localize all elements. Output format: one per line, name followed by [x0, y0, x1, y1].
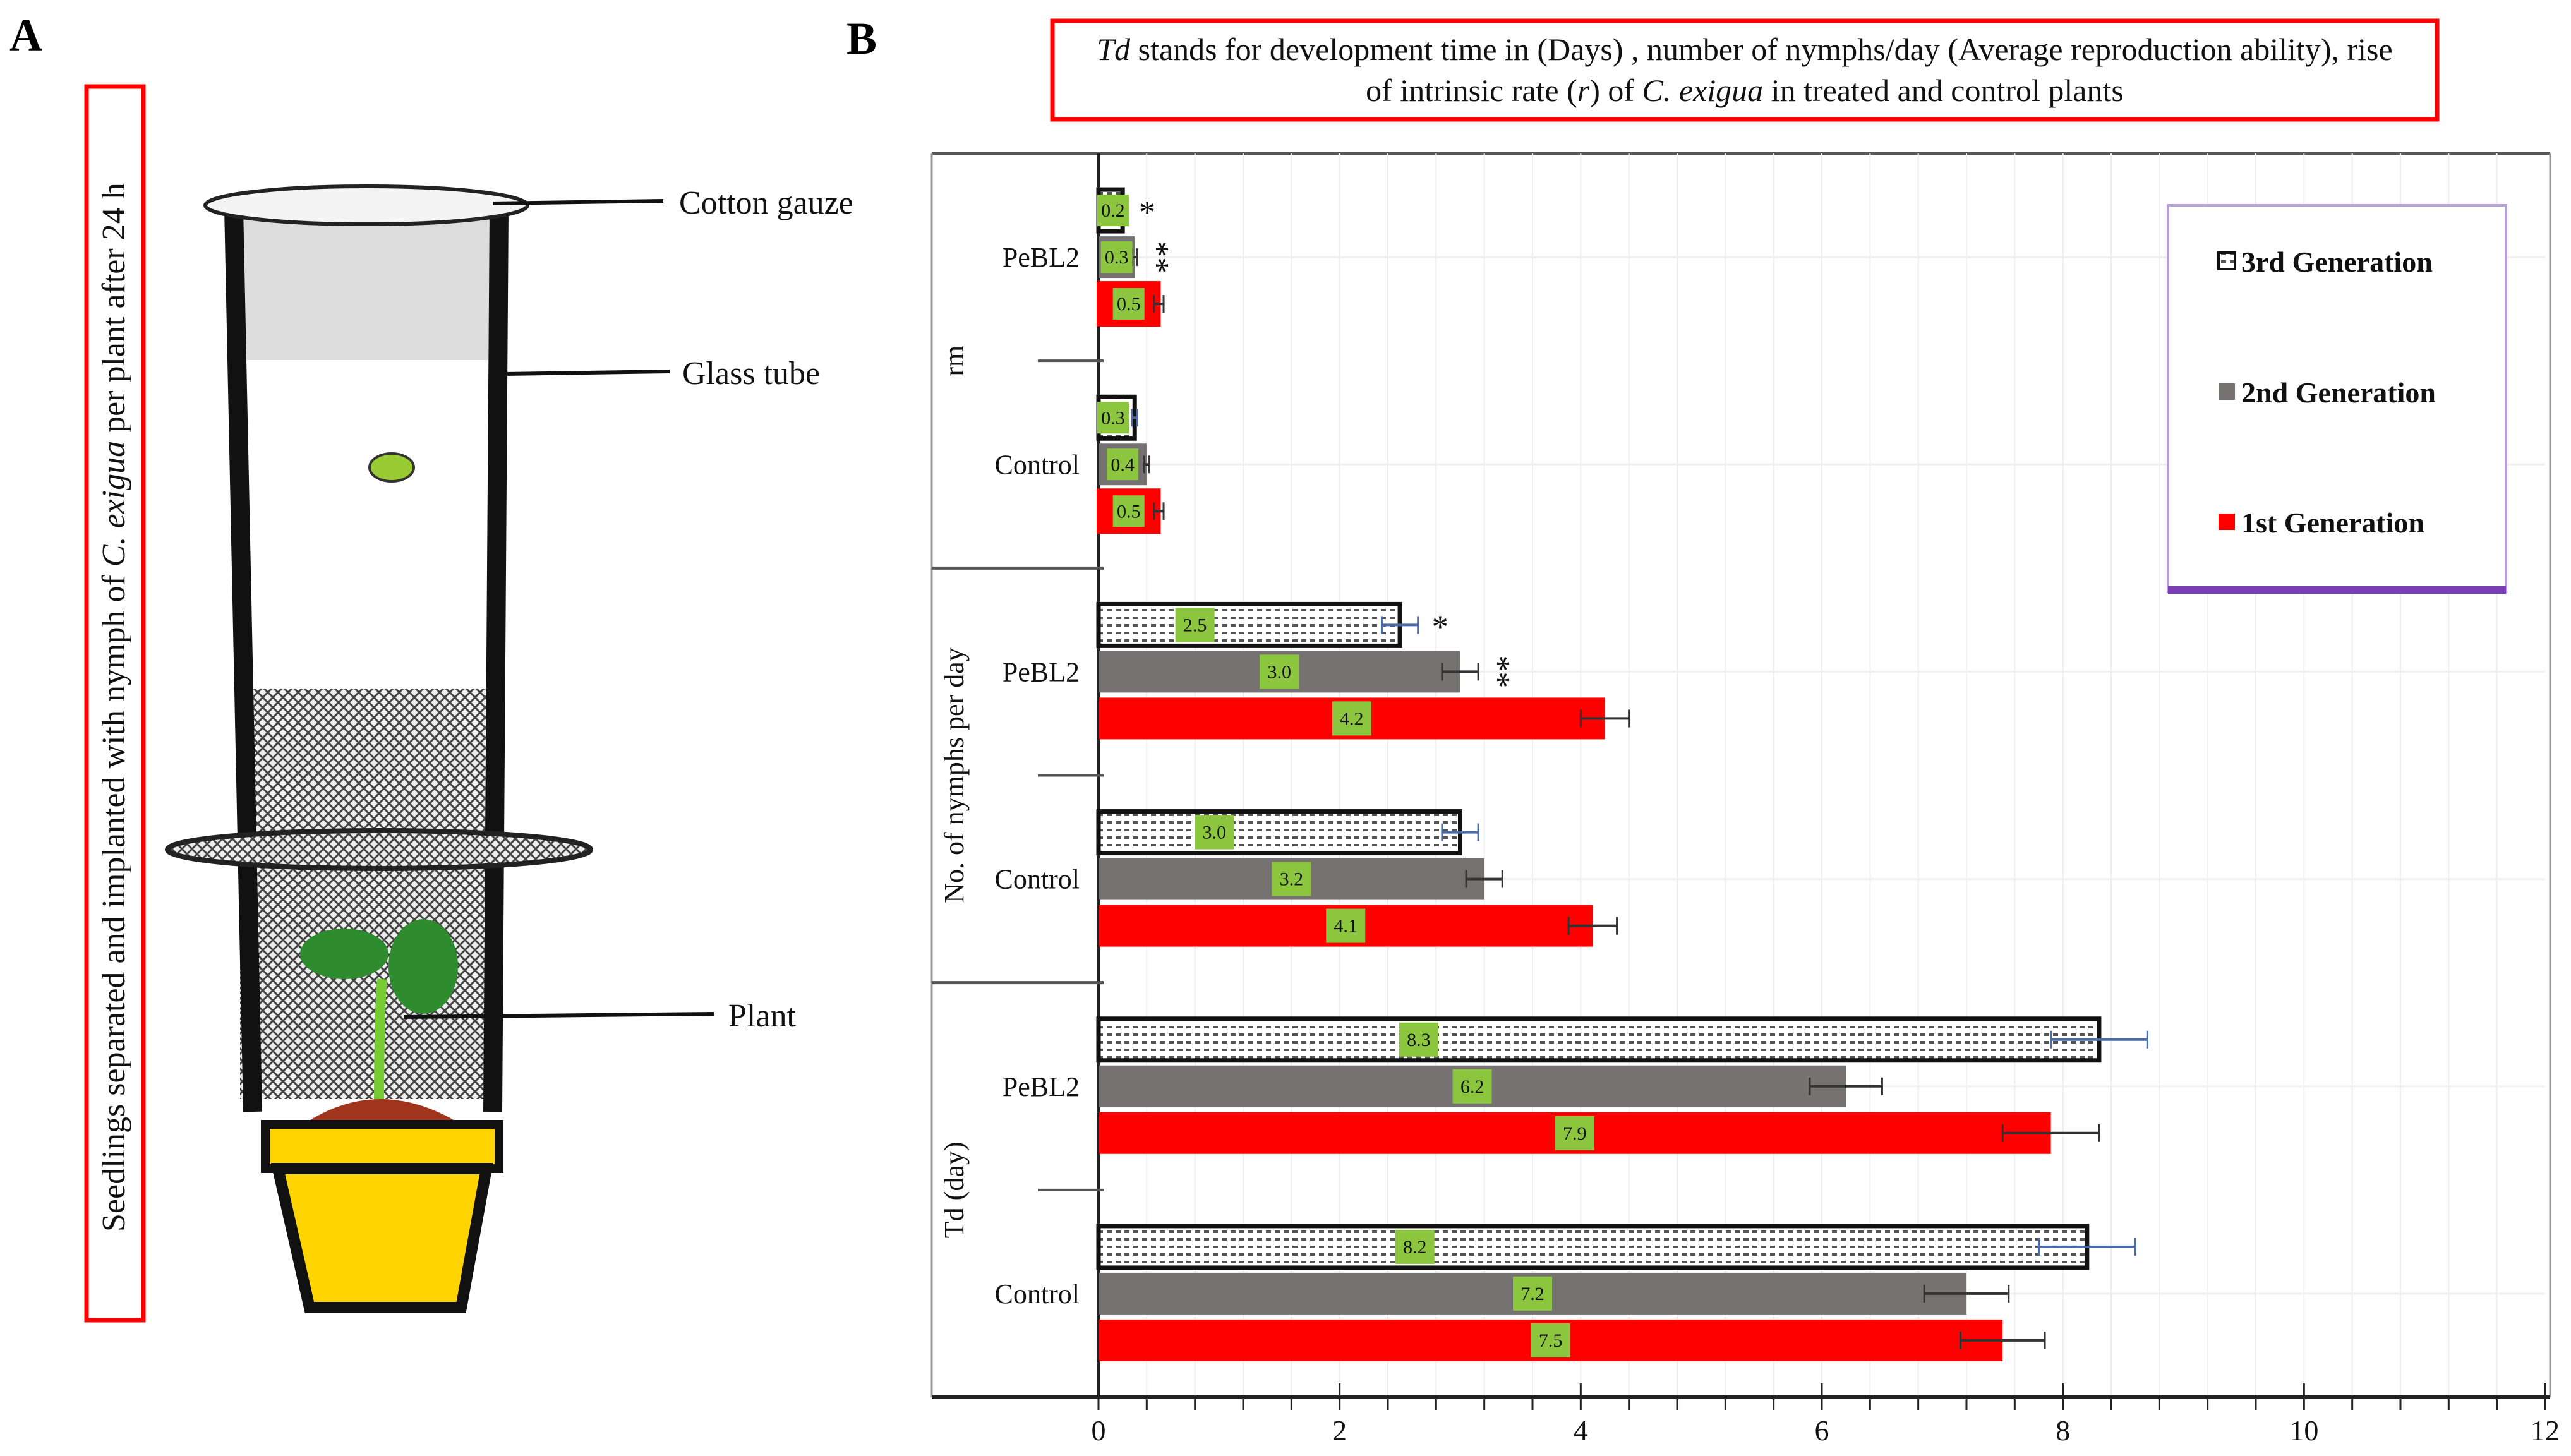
significance-marker: *	[1139, 195, 1155, 231]
value-label-box	[1326, 908, 1366, 943]
x-tick-label: 10	[2289, 1414, 2318, 1447]
panel-a: A Seedlings separated and implanted with…	[9, 10, 853, 1323]
bar-3rd-generation	[1096, 601, 1402, 648]
value-label: 7.2	[1520, 1284, 1544, 1304]
legend: 3rd Generation 2nd Generation 1st Genera…	[2167, 204, 2507, 594]
bar-3rd-generation	[1096, 1224, 2090, 1270]
value-label-box	[1175, 608, 1215, 642]
value-label: 2.5	[1183, 615, 1207, 635]
bar-3rd-generation	[1096, 809, 1462, 856]
value-label: 3.0	[1268, 661, 1292, 682]
value-label: 7.5	[1539, 1330, 1563, 1351]
value-label-box	[1097, 195, 1129, 227]
legend-swatch-2nd	[2219, 383, 2235, 400]
significance-marker: *	[1432, 609, 1448, 645]
label-cotton-gauze: Cotton gauze	[679, 185, 853, 221]
value-label: 3.2	[1280, 869, 1304, 890]
side-caption-box	[84, 84, 146, 1323]
value-label-box	[1452, 1069, 1492, 1104]
value-label: 0.2	[1101, 200, 1125, 221]
group-label: No. of nymphs per day	[939, 647, 970, 903]
panel-b-letter: B	[846, 13, 877, 64]
panel-a-letter: A	[9, 10, 42, 61]
category-label: PeBL2	[1003, 242, 1080, 273]
value-label-box	[1100, 241, 1133, 274]
plant-icon	[374, 978, 387, 1119]
category-label: PeBL2	[1003, 656, 1080, 687]
value-label: 0.5	[1117, 501, 1141, 522]
value-label: 0.3	[1101, 407, 1125, 428]
x-tick-label: 6	[1815, 1414, 1829, 1447]
value-label: 0.4	[1111, 454, 1135, 475]
value-label: 4.2	[1340, 708, 1364, 729]
value-label: 4.1	[1334, 916, 1358, 937]
value-label-box	[1332, 701, 1371, 736]
category-label: PeBL2	[1003, 1071, 1080, 1102]
value-label-box	[1260, 654, 1299, 689]
legend-1st-generation: 1st Generation	[2241, 507, 2424, 539]
x-tick-label: 12	[2531, 1414, 2560, 1447]
x-tick-label: 4	[1574, 1414, 1588, 1447]
value-label-box	[1272, 862, 1311, 896]
value-label-box	[1112, 288, 1145, 320]
legend-swatch-3rd	[2217, 251, 2236, 270]
value-label-box	[1195, 815, 1234, 850]
x-tick-label: 0	[1092, 1414, 1106, 1447]
label-plant: Plant	[728, 998, 796, 1034]
chart-title-line-1: Td stands for development time in (Days)…	[1097, 32, 2392, 67]
bar-3rd-generation	[1096, 1016, 2102, 1063]
pot	[270, 1163, 493, 1313]
value-label-box	[1531, 1323, 1570, 1357]
x-tick-label: 2	[1332, 1414, 1347, 1447]
nymph-icon	[368, 452, 415, 483]
value-label-box	[1513, 1276, 1552, 1311]
value-label-box	[1112, 495, 1145, 527]
category-label: Control	[995, 864, 1080, 895]
legend-swatch-1st	[2219, 514, 2235, 530]
bar-chart: 0 2 4 6 8 10 12 rm PeBL2 0.2 * 0.3 ** 0.5 Control 0.3 0.…	[930, 152, 2560, 1447]
cotton-gauze	[203, 184, 529, 226]
category-label: Control	[995, 449, 1080, 480]
chart-title-box	[1050, 18, 2440, 122]
significance-marker: **	[1480, 655, 1516, 688]
group-label: Td (day)	[939, 1141, 970, 1238]
value-label: 0.3	[1105, 247, 1129, 268]
category-label: Control	[995, 1279, 1080, 1309]
chart-title-line-2: of intrinsic rate (r) of C. exigua in tr…	[1366, 73, 2124, 108]
value-label-box	[1395, 1229, 1435, 1264]
value-label: 8.2	[1403, 1237, 1427, 1258]
value-label: 3.0	[1202, 822, 1226, 843]
value-label: 8.3	[1407, 1030, 1431, 1050]
value-label-box	[1107, 448, 1139, 481]
value-label: 0.5	[1117, 294, 1141, 315]
side-caption: Seedlings separated and implanted with n…	[96, 183, 132, 1232]
value-label-box	[1097, 402, 1129, 434]
value-label-box	[1399, 1022, 1438, 1057]
value-label-box	[1555, 1116, 1594, 1150]
x-tick-label: 8	[2056, 1414, 2070, 1447]
value-label: 6.2	[1460, 1076, 1484, 1097]
label-glass-tube: Glass tube	[682, 356, 820, 392]
value-label: 7.9	[1563, 1123, 1587, 1144]
glass-tube-illustration	[165, 184, 593, 1313]
legend-3rd-generation: 3rd Generation	[2241, 246, 2433, 278]
significance-marker: **	[1139, 241, 1175, 274]
pot-rim	[261, 1120, 503, 1173]
panel-b: B Td stands for development time in (Day…	[846, 13, 2560, 1447]
group-label: rm	[939, 346, 970, 376]
legend-2nd-generation: 2nd Generation	[2241, 376, 2436, 409]
